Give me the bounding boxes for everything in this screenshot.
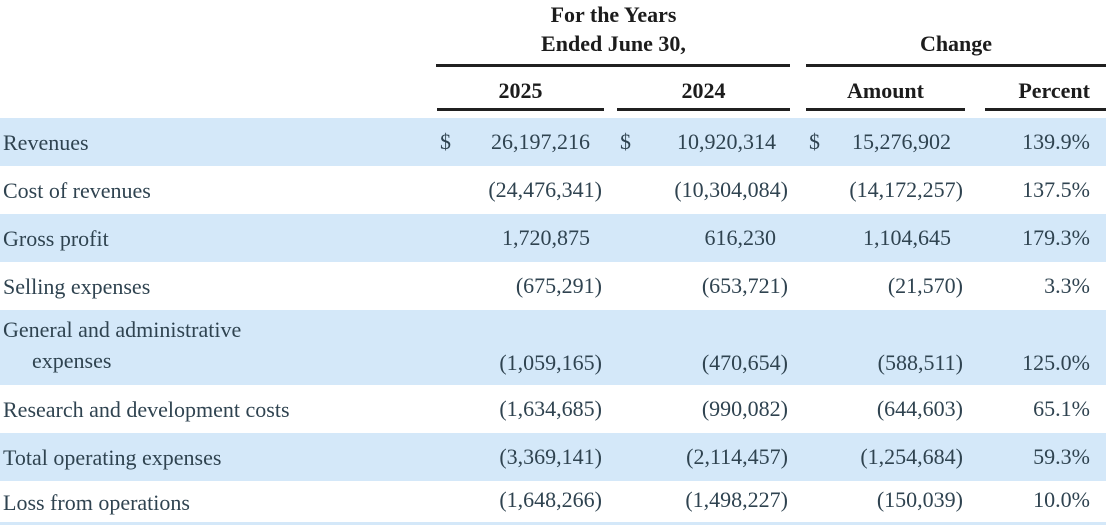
row-label: Selling expenses [3, 273, 151, 299]
column-rule-amount [806, 108, 965, 111]
row-label: Gross profit [3, 225, 109, 251]
row-label: Loss from operations [3, 490, 190, 515]
cell-change-percent: 59.3% [1033, 444, 1090, 469]
column-rule-percent [985, 108, 1106, 111]
cell-change-percent: 137.5% [1022, 177, 1090, 202]
column-header-amount: Amount [846, 78, 924, 103]
cell-change-percent: 3.3% [1044, 273, 1090, 298]
cell-change-percent: 139.9% [1022, 129, 1090, 154]
period-group-header-line2: Ended June 30, [541, 31, 686, 56]
column-header-2025: 2025 [498, 78, 543, 103]
table-row-selling-expenses: Selling expenses (675,291) (653,721) (21… [0, 262, 1106, 310]
cell-change-amount: (1,254,684) [860, 444, 963, 469]
cell-2024: (990,082) [701, 396, 788, 421]
cell-2025: $26,197,216 [437, 129, 604, 155]
row-label: Research and development costs [3, 396, 290, 422]
cell-2024: (2,114,457) [686, 444, 788, 469]
cell-2025: (675,291) [515, 273, 602, 298]
column-rule-2024 [617, 108, 790, 111]
cell-change-amount: 1,104,645 [863, 225, 951, 250]
cell-change-amount: (644,603) [876, 396, 963, 421]
period-group-header-line1: For the Years [550, 2, 677, 27]
cell-change-percent: 10.0% [1033, 487, 1090, 512]
cell-change-amount: (150,039) [876, 487, 963, 512]
cell-2025: (24,476,341) [488, 177, 602, 202]
dollar-sign: $ [620, 129, 631, 154]
period-group-rule [436, 64, 790, 67]
table-row-general-administrative: General and administrative expenses (1,0… [0, 310, 1106, 385]
row-label-wrap: expenses [32, 348, 112, 373]
cell-2025: (1,634,685) [499, 396, 602, 421]
cell-2025: (3,369,141) [499, 444, 602, 469]
cell-2024: (653,721) [701, 273, 788, 298]
table-row-cost-of-revenues: Cost of revenues (24,476,341) (10,304,08… [0, 166, 1106, 214]
cell-2024: 616,230 [704, 225, 777, 250]
partial-next-row-sliver [0, 522, 1106, 525]
row-label: Revenues [3, 129, 89, 155]
table-header: For the Years Ended June 30, Change 2025… [0, 0, 1106, 118]
cell-change-percent: 125.0% [1022, 350, 1090, 375]
cell-2024: (1,498,227) [685, 487, 788, 512]
dollar-sign: $ [440, 129, 451, 154]
table-body: Revenues $26,197,216 $10,920,314 $15,276… [0, 118, 1106, 522]
cell-2024: (470,654) [701, 350, 788, 375]
cell-change-amount: (21,570) [887, 273, 963, 298]
cell-2024: (10,304,084) [674, 177, 788, 202]
column-header-percent: Percent [1018, 78, 1090, 103]
column-header-2024: 2024 [681, 78, 726, 103]
cell-change-percent: 179.3% [1022, 225, 1090, 250]
cell-2025: (1,059,165) [499, 350, 602, 375]
row-label: General and administrative expenses [0, 314, 437, 385]
table-row-research-development: Research and development costs (1,634,68… [0, 385, 1106, 433]
table-row-gross-profit: Gross profit 1,720,875 616,230 1,104,645… [0, 214, 1106, 262]
cell-2025: (1,648,266) [499, 487, 602, 512]
cell-change-amount: $15,276,902 [806, 129, 965, 155]
change-group-header: Change [919, 31, 993, 56]
cell-change-percent: 65.1% [1033, 396, 1090, 421]
table-row-loss-from-operations: Loss from operations (1,648,266) (1,498,… [0, 481, 1106, 522]
change-group-rule [806, 64, 1106, 67]
table-row-total-operating-expenses: Total operating expenses (3,369,141) (2,… [0, 433, 1106, 481]
cell-change-amount: (14,172,257) [849, 177, 963, 202]
column-rule-2025 [437, 108, 604, 111]
table-row-revenues: Revenues $26,197,216 $10,920,314 $15,276… [0, 118, 1106, 166]
cell-2025: 1,720,875 [502, 225, 590, 250]
cell-change-amount: (588,511) [877, 350, 963, 375]
row-label: Cost of revenues [3, 177, 151, 203]
cell-2024: $10,920,314 [617, 129, 790, 155]
row-label: Total operating expenses [3, 444, 222, 470]
dollar-sign: $ [809, 129, 820, 154]
